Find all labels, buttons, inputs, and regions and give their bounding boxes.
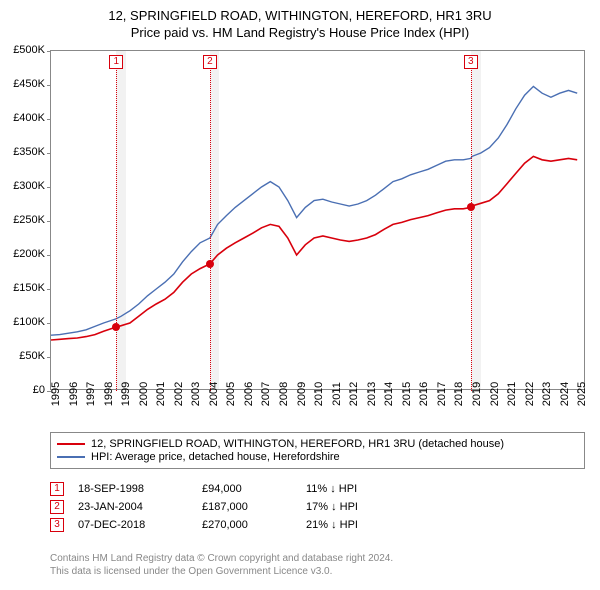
- series-hpi: [51, 86, 577, 335]
- title-line-1: 12, SPRINGFIELD ROAD, WITHINGTON, HEREFO…: [0, 8, 600, 23]
- chart-container: 12, SPRINGFIELD ROAD, WITHINGTON, HEREFO…: [0, 0, 600, 590]
- x-tick-label: 2012: [348, 382, 360, 406]
- x-tick-label: 2024: [559, 382, 571, 406]
- y-tick: [47, 187, 51, 188]
- legend-item: 12, SPRINGFIELD ROAD, WITHINGTON, HEREFO…: [57, 438, 578, 450]
- plot-area: 1 2 3: [50, 50, 585, 390]
- x-tick-label: 1997: [85, 382, 97, 406]
- y-tick-label: £400K: [13, 112, 45, 124]
- x-tick-label: 2014: [383, 382, 395, 406]
- marker-table-row: 1 18-SEP-1998 £94,000 11% ↓ HPI: [50, 482, 585, 496]
- y-tick: [47, 85, 51, 86]
- x-tick-label: 2003: [190, 382, 202, 406]
- event-marker-box: 1: [109, 55, 123, 69]
- x-tick-label: 2013: [366, 382, 378, 406]
- marker-table-date: 18-SEP-1998: [78, 483, 188, 495]
- y-tick-label: £200K: [13, 248, 45, 260]
- x-tick-label: 2010: [313, 382, 325, 406]
- y-tick-label: £500K: [13, 44, 45, 56]
- marker-table-hpi: 11% ↓ HPI: [306, 483, 406, 495]
- y-tick-label: £450K: [13, 78, 45, 90]
- x-tick-label: 2000: [138, 382, 150, 406]
- y-tick: [47, 357, 51, 358]
- marker-table-price: £94,000: [202, 483, 292, 495]
- footer: Contains HM Land Registry data © Crown c…: [50, 552, 393, 578]
- x-tick-label: 2018: [453, 382, 465, 406]
- marker-table-row: 2 23-JAN-2004 £187,000 17% ↓ HPI: [50, 500, 585, 514]
- y-tick: [47, 323, 51, 324]
- marker-table-hpi: 21% ↓ HPI: [306, 519, 406, 531]
- x-tick-label: 1999: [120, 382, 132, 406]
- y-tick-label: £350K: [13, 146, 45, 158]
- x-tick-label: 2016: [418, 382, 430, 406]
- markers-table: 1 18-SEP-1998 £94,000 11% ↓ HPI 2 23-JAN-2004…: [50, 478, 585, 536]
- x-tick-label: 2001: [155, 382, 167, 406]
- x-tick-label: 2020: [489, 382, 501, 406]
- marker-table-box: 1: [50, 482, 64, 496]
- event-marker-dot: [206, 260, 214, 268]
- y-tick: [47, 153, 51, 154]
- x-tick-label: 2009: [296, 382, 308, 406]
- marker-table-price: £270,000: [202, 519, 292, 531]
- legend: 12, SPRINGFIELD ROAD, WITHINGTON, HEREFO…: [50, 432, 585, 469]
- y-tick: [47, 289, 51, 290]
- event-vline: [471, 67, 472, 391]
- legend-swatch: [57, 443, 85, 445]
- x-tick-label: 2005: [225, 382, 237, 406]
- chart-lines-svg: [51, 51, 586, 391]
- x-tick-label: 2006: [243, 382, 255, 406]
- marker-table-date: 07-DEC-2018: [78, 519, 188, 531]
- title-block: 12, SPRINGFIELD ROAD, WITHINGTON, HEREFO…: [0, 0, 600, 42]
- y-tick: [47, 51, 51, 52]
- x-tick-label: 2008: [278, 382, 290, 406]
- footer-line-2: This data is licensed under the Open Gov…: [50, 565, 393, 578]
- footer-line-1: Contains HM Land Registry data © Crown c…: [50, 552, 393, 565]
- y-tick: [47, 255, 51, 256]
- marker-table-row: 3 07-DEC-2018 £270,000 21% ↓ HPI: [50, 518, 585, 532]
- event-vline: [116, 67, 117, 391]
- y-tick-label: £250K: [13, 214, 45, 226]
- x-tick-label: 1995: [50, 382, 62, 406]
- legend-label: HPI: Average price, detached house, Here…: [91, 451, 340, 463]
- y-tick-label: £50K: [19, 350, 45, 362]
- event-marker-box: 2: [203, 55, 217, 69]
- marker-table-price: £187,000: [202, 501, 292, 513]
- y-tick-label: £150K: [13, 282, 45, 294]
- x-tick-label: 1996: [68, 382, 80, 406]
- series-property: [51, 156, 577, 340]
- x-tick-label: 1998: [103, 382, 115, 406]
- marker-table-date: 23-JAN-2004: [78, 501, 188, 513]
- event-marker-dot: [467, 203, 475, 211]
- x-tick-label: 2002: [173, 382, 185, 406]
- x-tick-label: 2021: [506, 382, 518, 406]
- x-tick-label: 2019: [471, 382, 483, 406]
- y-tick-label: £100K: [13, 316, 45, 328]
- x-tick-label: 2017: [436, 382, 448, 406]
- marker-table-box: 3: [50, 518, 64, 532]
- x-tick-label: 2015: [401, 382, 413, 406]
- legend-item: HPI: Average price, detached house, Here…: [57, 451, 578, 463]
- x-tick-label: 2011: [331, 382, 343, 406]
- x-tick-label: 2007: [260, 382, 272, 406]
- x-tick-label: 2023: [541, 382, 553, 406]
- y-tick: [47, 119, 51, 120]
- legend-label: 12, SPRINGFIELD ROAD, WITHINGTON, HEREFO…: [91, 438, 504, 450]
- y-tick-label: £300K: [13, 180, 45, 192]
- event-marker-dot: [112, 323, 120, 331]
- y-tick: [47, 221, 51, 222]
- event-marker-box: 3: [464, 55, 478, 69]
- x-tick-label: 2022: [524, 382, 536, 406]
- event-vline: [210, 67, 211, 391]
- legend-swatch: [57, 456, 85, 458]
- x-tick-label: 2025: [576, 382, 588, 406]
- title-line-2: Price paid vs. HM Land Registry's House …: [0, 25, 600, 40]
- chart-region: 123 £0£50K£100K£150K£200K£250K£300K£350K…: [50, 50, 585, 420]
- y-tick-label: £0: [33, 384, 45, 396]
- marker-table-box: 2: [50, 500, 64, 514]
- x-tick-label: 2004: [208, 382, 220, 406]
- marker-table-hpi: 17% ↓ HPI: [306, 501, 406, 513]
